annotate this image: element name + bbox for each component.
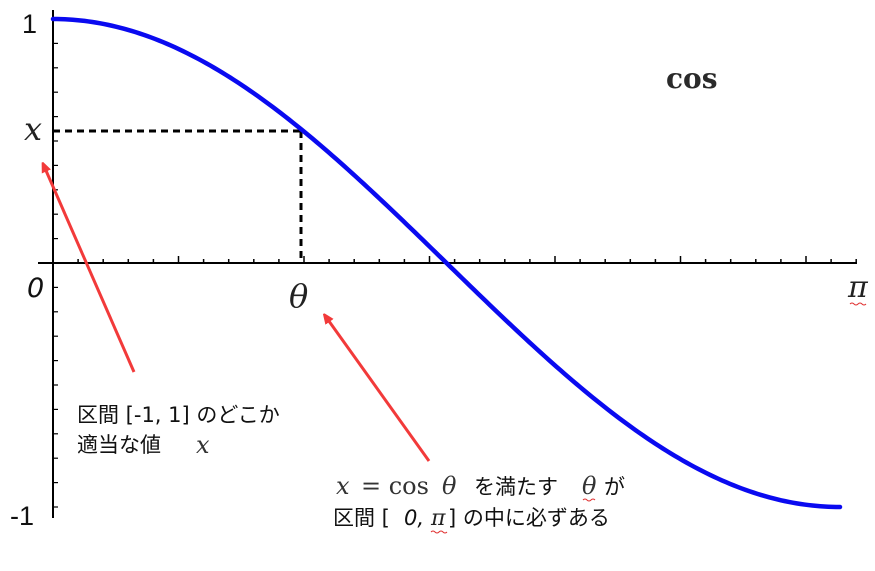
spellcheck-squiggle <box>430 530 448 534</box>
origin-label: 0 <box>27 273 44 304</box>
right-note-math-theta: θ <box>442 472 457 500</box>
theta-point-label: θ <box>289 277 308 315</box>
right-note-line1-end: が <box>604 475 625 499</box>
right-note-line2-end: ] の中に必ずある <box>448 506 610 530</box>
right-note-line2-zero: 0, <box>404 506 424 530</box>
arrow-to-theta-label <box>326 317 431 462</box>
left-note-math-x: x <box>196 431 210 459</box>
right-note-line1-text: を満たす <box>474 475 558 499</box>
right-note-line2: 区間 [ <box>333 506 390 530</box>
x-end-label-pi: π <box>847 270 869 305</box>
x-point-label: x <box>24 110 42 148</box>
right-note-math-x: x <box>336 472 350 500</box>
spellcheck-squiggle <box>582 498 596 502</box>
spellcheck-squiggle <box>849 302 867 306</box>
function-name-label: cos <box>666 62 718 95</box>
right-annotation: x = cos θ を満たす θ が 区間 [ 0, π ] の中に必ずある <box>333 472 625 534</box>
right-note-math-eq: = cos <box>361 472 429 500</box>
left-annotation: 区間 [-1, 1] のどこか 適当な値 x <box>77 403 280 459</box>
right-note-line2-pi: π <box>430 506 446 531</box>
cos-curve <box>50 16 843 510</box>
y-axis-ticks <box>53 18 58 508</box>
y-tick-label-1: 1 <box>22 9 37 39</box>
left-note-line2: 適当な値 <box>77 433 161 457</box>
left-note-line1: 区間 [-1, 1] のどこか <box>77 403 280 427</box>
x-axis-ticks <box>77 256 857 263</box>
y-tick-label-minus-1: -1 <box>10 501 34 531</box>
right-note-line1-theta: θ <box>582 472 597 500</box>
arrow-to-x-label <box>44 166 136 373</box>
